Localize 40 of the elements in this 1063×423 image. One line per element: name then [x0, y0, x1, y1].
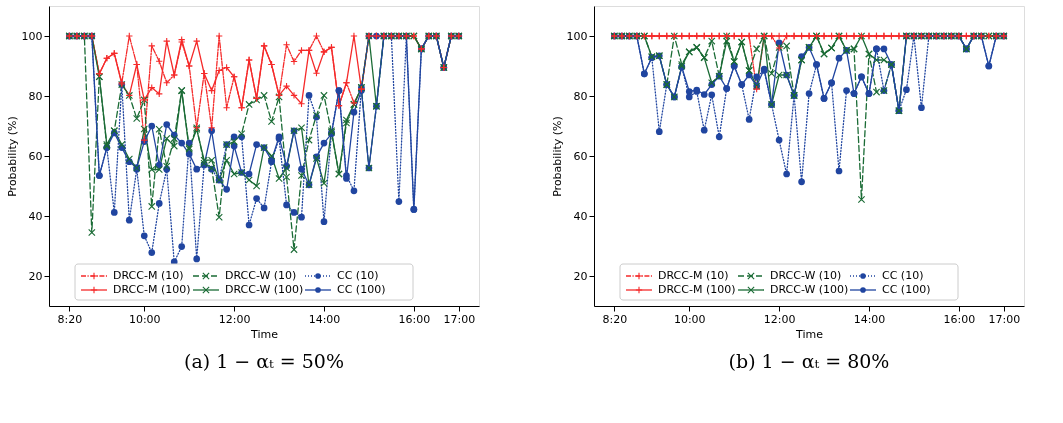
x-tick-label: 12:00 — [218, 312, 251, 326]
x-tick-label: 8:20 — [57, 312, 83, 326]
x-tick-label: 14:00 — [308, 312, 341, 326]
y-tick-label: 60 — [573, 149, 588, 163]
x-tick-label: 16:00 — [398, 312, 431, 326]
legend-label: DRCC-W (100) — [770, 283, 849, 296]
legend-label: CC (10) — [337, 269, 379, 282]
y-tick-label: 100 — [566, 29, 588, 43]
legend-label: DRCC-M (100) — [658, 283, 736, 296]
x-tick-label: 14:00 — [853, 312, 886, 326]
legend-label: DRCC-W (10) — [225, 269, 297, 282]
legend-label: DRCC-W (10) — [770, 269, 842, 282]
legend-label: CC (10) — [882, 269, 924, 282]
y-tick-label: 40 — [28, 209, 43, 223]
x-tick-label: 17:00 — [988, 312, 1021, 326]
y-axis-title: Probability (%) — [550, 116, 564, 197]
legend-label: DRCC-W (100) — [225, 283, 304, 296]
legend-label: DRCC-M (10) — [113, 269, 184, 282]
y-tick-label: 20 — [573, 269, 588, 283]
x-tick-label: 10:00 — [673, 312, 706, 326]
y-tick-label: 60 — [28, 149, 43, 163]
text: (b) 1 − αₜ = 80% — [728, 350, 890, 372]
legend-label: CC (100) — [882, 283, 931, 296]
legend-label: DRCC-M (10) — [658, 269, 729, 282]
x-tick-label: 12:00 — [763, 312, 796, 326]
x-axis-title: Time — [795, 327, 824, 341]
y-tick-label: 80 — [573, 89, 588, 103]
y-tick-label: 40 — [573, 209, 588, 223]
y-tick-label: 100 — [21, 29, 43, 43]
legend-label: DRCC-M (100) — [113, 283, 191, 296]
x-tick-label: 10:00 — [128, 312, 161, 326]
x-axis-title: Time — [250, 327, 279, 341]
x-tick-label: 16:00 — [943, 312, 976, 326]
x-tick-label: 8:20 — [602, 312, 628, 326]
legend-label: CC (100) — [337, 283, 386, 296]
y-tick-label: 80 — [28, 89, 43, 103]
y-axis-title: Probability (%) — [5, 116, 19, 197]
text: (a) 1 − αₜ = 50% — [183, 350, 345, 372]
x-tick-label: 17:00 — [443, 312, 476, 326]
y-tick-label: 20 — [28, 269, 43, 283]
